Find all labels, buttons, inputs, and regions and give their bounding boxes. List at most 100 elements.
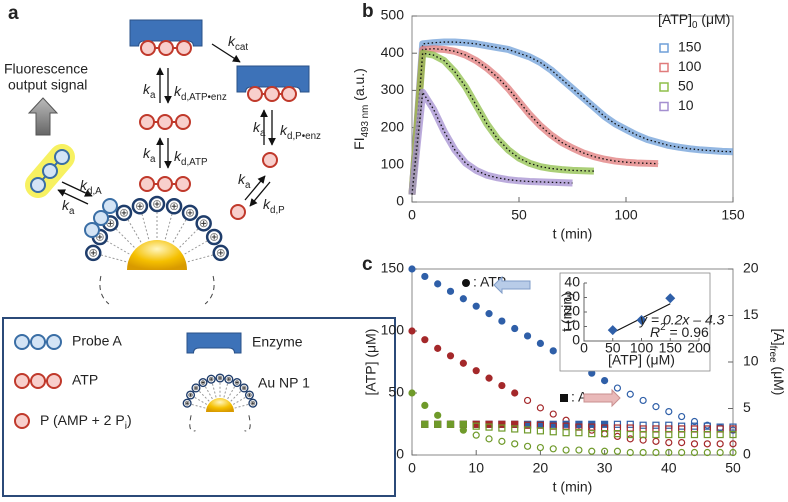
plus	[201, 381, 205, 384]
point	[626, 420, 634, 428]
point	[498, 437, 506, 445]
ligand	[168, 212, 191, 250]
point	[459, 420, 467, 428]
point	[549, 347, 557, 355]
bead	[14, 334, 30, 350]
legend-label: Probe A	[72, 333, 122, 349]
plus	[90, 250, 96, 256]
bead	[139, 114, 155, 130]
point	[690, 417, 699, 426]
x-tick-label: 0	[408, 207, 416, 223]
point	[665, 439, 673, 447]
point	[665, 408, 673, 416]
y2-tick-label: 0	[743, 446, 751, 462]
y-tick-label: 200	[381, 118, 405, 134]
legend-label: 150	[678, 39, 702, 55]
point	[421, 401, 429, 409]
legend-marker	[659, 62, 669, 73]
point	[716, 440, 724, 448]
point	[549, 420, 557, 428]
point	[665, 430, 673, 439]
point	[446, 287, 455, 295]
y-axis-label: t (min)	[559, 292, 575, 332]
point	[626, 390, 634, 398]
enzyme	[236, 65, 310, 93]
enzyme	[186, 332, 242, 354]
y2-tick-label: 15	[743, 306, 759, 322]
y-tick-label: 30	[564, 288, 580, 304]
ligand	[162, 206, 175, 247]
legend-marker	[659, 43, 669, 53]
point	[485, 423, 493, 431]
point	[434, 344, 442, 352]
plus	[189, 393, 192, 397]
point	[523, 396, 532, 405]
point	[472, 422, 480, 430]
x-tick-label: 30	[597, 460, 613, 476]
point	[562, 429, 570, 437]
point	[716, 448, 724, 457]
point	[408, 265, 416, 273]
point	[639, 448, 647, 457]
point	[459, 359, 467, 367]
nanoparticle	[127, 240, 187, 270]
x-tick-label: 150	[659, 340, 683, 356]
plus	[185, 401, 189, 405]
y-tick-label: 0	[572, 332, 580, 348]
bead	[30, 334, 46, 350]
x-tick-label: 20	[533, 460, 549, 476]
plot-frame	[411, 15, 734, 203]
point	[459, 426, 467, 434]
point	[523, 421, 532, 429]
bead	[157, 176, 173, 192]
plus	[107, 220, 113, 226]
bead	[262, 152, 278, 168]
annotation-arrow	[583, 388, 621, 408]
point	[678, 448, 686, 457]
x-tick-label: 50	[605, 340, 621, 356]
y-tick-label: 150	[381, 260, 405, 276]
point	[690, 448, 699, 457]
point	[523, 426, 532, 434]
plus	[121, 210, 127, 216]
rate-label: kd,ATP	[174, 148, 208, 168]
y-tick-label: 0	[396, 446, 404, 462]
r-squared: R2 = 0.96	[650, 322, 709, 340]
point	[511, 420, 519, 428]
bead	[176, 40, 192, 56]
point	[498, 381, 506, 390]
point	[485, 435, 493, 443]
point	[613, 384, 622, 392]
point	[626, 430, 634, 439]
panel-label: a	[8, 3, 19, 24]
bead	[157, 114, 173, 130]
plus	[248, 393, 251, 397]
rate-label: kd,P•enz	[280, 122, 321, 142]
ligand	[93, 252, 134, 265]
arrow	[61, 181, 93, 197]
point	[588, 447, 596, 455]
point	[588, 430, 596, 438]
fit-line	[411, 41, 734, 195]
bead	[175, 176, 191, 192]
point	[678, 430, 686, 439]
point	[549, 428, 557, 436]
legend-label: Au NP 1	[258, 375, 310, 391]
plus	[251, 401, 255, 405]
bead	[247, 86, 263, 102]
plus	[137, 203, 143, 209]
point	[729, 440, 737, 448]
panel-label: b	[362, 1, 374, 22]
output-text: output signal	[8, 77, 87, 93]
y-tick-label: 100	[381, 322, 405, 338]
point	[626, 448, 634, 457]
plus	[201, 220, 207, 226]
x-axis-label: t (min)	[553, 479, 593, 495]
arrow	[249, 181, 271, 207]
point	[652, 448, 660, 457]
bead	[42, 163, 58, 179]
series-line	[408, 49, 595, 195]
y-tick-label: 100	[381, 156, 405, 172]
point	[639, 396, 647, 405]
